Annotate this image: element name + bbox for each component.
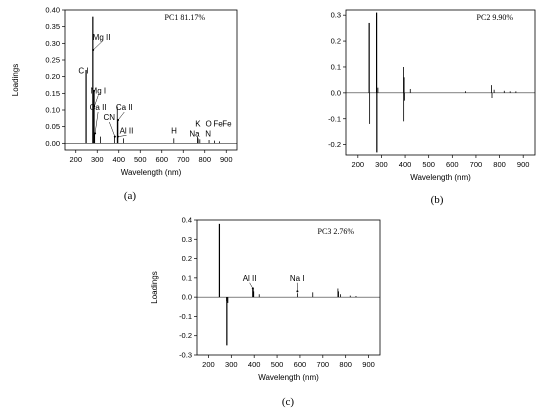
y-tick-label: 0.00: [45, 139, 60, 148]
x-tick-label: 900: [220, 155, 233, 164]
panel-label: (a): [124, 190, 137, 202]
x-tick-label: 500: [134, 155, 147, 164]
x-axis-title: Wavelength (nm): [121, 168, 182, 177]
x-tick-label: 300: [91, 155, 104, 164]
peak-annotation: N: [205, 130, 211, 139]
x-tick-label: 600: [155, 155, 168, 164]
annotation-arrow: [117, 135, 127, 137]
annotation-arrow: [249, 282, 254, 289]
x-tick-label: 900: [362, 360, 375, 369]
peak-annotation: Na: [189, 130, 200, 139]
plot-frame: [345, 9, 536, 156]
peak-annotation: Mg I: [91, 86, 107, 95]
annotation-arrow: [109, 121, 116, 137]
peak-annotation: H: [171, 126, 177, 135]
y-tick-label: 0.40: [45, 6, 60, 15]
x-tick-label: 800: [198, 155, 211, 164]
annotation-arrowhead: [116, 135, 119, 138]
y-tick-label: -0.2: [328, 140, 341, 149]
panel-title: PC2 9.90%: [477, 13, 514, 22]
x-axis-title: Wavelength (nm): [258, 373, 319, 382]
y-tick-label: 0.10: [45, 106, 60, 115]
y-tick-label: 0.1: [331, 62, 341, 71]
y-tick-label: 0.25: [45, 56, 60, 65]
y-tick-label: -0.1: [179, 312, 192, 321]
panel-label: (b): [431, 194, 444, 206]
panel-label: (c): [282, 396, 295, 408]
x-tick-label: 700: [317, 360, 330, 369]
x-tick-label: 500: [422, 160, 435, 169]
y-tick-label: -0.1: [328, 114, 341, 123]
x-tick-label: 400: [112, 155, 125, 164]
y-tick-label: 0.20: [45, 72, 60, 81]
y-tick-label: 0.0: [331, 88, 341, 97]
y-tick-label: 0.0: [182, 293, 192, 302]
y-tick-label: 0.35: [45, 22, 60, 31]
y-tick-label: -0.2: [179, 331, 192, 340]
x-tick-label: 800: [493, 160, 506, 169]
peak-annotation: Al II: [120, 126, 134, 135]
panel-title: PC3 2.76%: [318, 227, 355, 236]
x-tick-label: 200: [202, 360, 215, 369]
y-tick-label: 0.3: [182, 235, 192, 244]
y-tick-label: 0.05: [45, 122, 60, 131]
annotation-arrowhead: [113, 135, 116, 138]
annotation-arrowhead: [92, 49, 95, 51]
x-tick-label: 400: [248, 360, 261, 369]
peak-annotation: C I: [78, 66, 88, 75]
peak-annotation: Ca II: [116, 103, 133, 112]
peak-annotation: Fe: [222, 120, 232, 129]
x-tick-label: 300: [375, 160, 388, 169]
y-axis-title: Loadings: [11, 64, 20, 96]
plot-frame: [196, 219, 381, 356]
x-tick-label: 500: [271, 360, 284, 369]
y-tick-label: -0.3: [179, 351, 192, 360]
x-tick-label: 300: [225, 360, 238, 369]
y-axis-title: Loadings: [150, 271, 159, 303]
y-tick-label: 0.1: [182, 273, 192, 282]
peak-annotation: K: [195, 120, 201, 129]
y-tick-label: 0.2: [182, 254, 192, 263]
y-tick-label: 0.30: [45, 39, 60, 48]
annotation-arrow: [117, 111, 125, 121]
y-tick-label: 0.4: [182, 216, 192, 225]
panel-a: 200 300 400 500 600 700 800 900 0.00 0.05 0.10 0.15…: [11, 6, 238, 202]
x-tick-label: 200: [69, 155, 82, 164]
x-tick-label: 400: [399, 160, 412, 169]
peak-annotation: Fe: [213, 120, 223, 129]
x-tick-label: 600: [446, 160, 459, 169]
panel-title: PC1 81.17%: [165, 13, 206, 22]
y-tick-label: 0.3: [331, 11, 341, 20]
annotation-arrowhead: [93, 105, 96, 108]
peak-annotation: CN: [104, 113, 116, 122]
peak-annotation: Mg II: [93, 33, 111, 42]
annotation-arrowhead: [296, 290, 299, 293]
x-tick-label: 700: [470, 160, 483, 169]
annotation-arrowhead: [251, 287, 254, 290]
y-tick-label: 0.2: [331, 37, 341, 46]
x-tick-label: 600: [294, 360, 307, 369]
peak-annotation: Ca II: [90, 103, 107, 112]
annotation-arrowhead: [94, 132, 97, 135]
x-axis-title: Wavelength (nm): [410, 173, 471, 182]
annotation-arrow: [92, 41, 102, 51]
plot-frame: [64, 9, 238, 151]
x-tick-label: 900: [517, 160, 530, 169]
x-tick-label: 800: [339, 360, 352, 369]
panel-c: 200 300 400 500 600 700 800 900 -0.3 -0.2 -0.1 0.0 0…: [150, 216, 381, 408]
peak-annotation: Na I: [290, 274, 305, 283]
y-tick-label: 0.15: [45, 89, 60, 98]
peak-annotation: Al II: [243, 274, 257, 283]
annotation-arrow: [94, 95, 99, 107]
panel-b: 200 300 400 500 600 700 800 900 -0.2 -0.1 0.0 0.1 0.…: [328, 9, 536, 206]
annotation-arrowhead: [117, 119, 120, 121]
x-tick-label: 700: [177, 155, 190, 164]
x-tick-label: 200: [352, 160, 365, 169]
peak-annotation: O: [206, 120, 212, 129]
annotation-arrow: [94, 111, 99, 134]
